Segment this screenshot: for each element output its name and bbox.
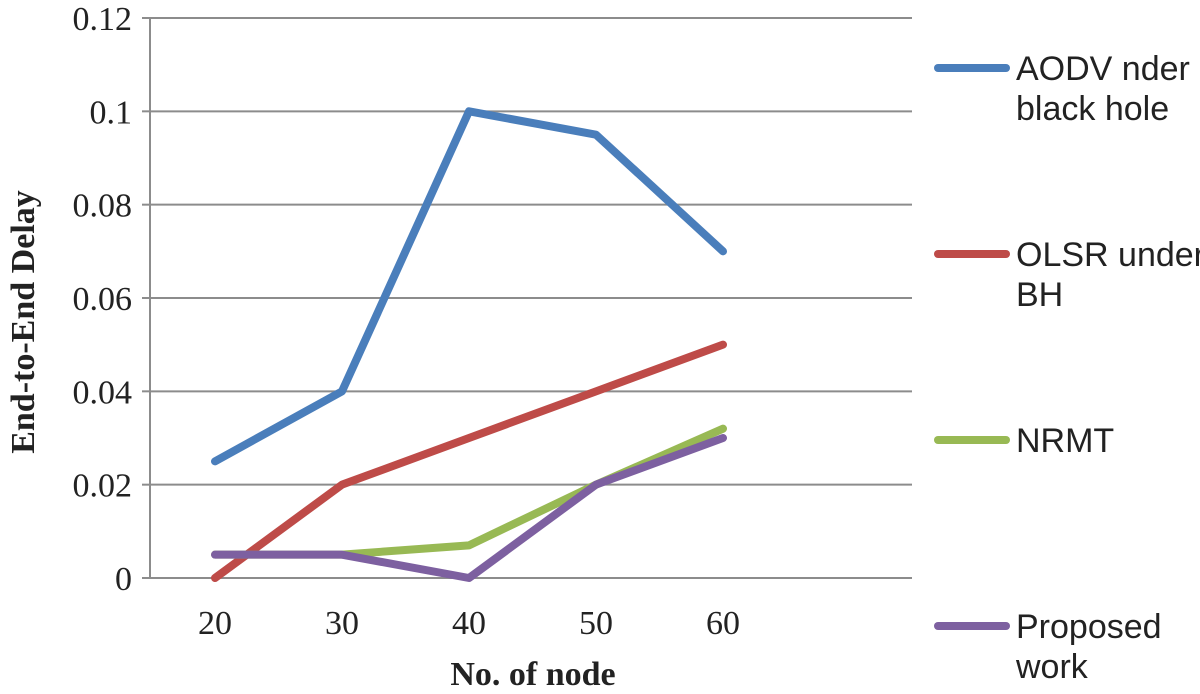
y-axis-title: End-to-End Delay: [5, 190, 42, 454]
x-tick-labels: 20 30 40 50 60: [198, 605, 740, 642]
y-tick-label-3: 0.06: [73, 281, 133, 318]
legend-label-3: Proposed work: [1015, 608, 1162, 686]
legend-label-line-0-0: AODV nder: [1016, 50, 1190, 88]
x-tick-label-2: 40: [452, 605, 486, 642]
x-tick-label-1: 30: [325, 605, 359, 642]
legend-label-2: NRMT: [1016, 422, 1114, 460]
series-line-2: [211, 424, 727, 559]
y-tick-label-5: 0.1: [90, 94, 133, 131]
y-tick-label-1: 0.02: [73, 468, 133, 505]
legend: AODV nder black hole OLSR under BH NRMT Propo…: [934, 50, 1200, 686]
legend-label-1: OLSR under BH: [1016, 236, 1200, 314]
legend-label-line-3-1: work: [1015, 648, 1089, 686]
legend-label-line-1-0: OLSR under: [1016, 236, 1200, 274]
grid-lines: [142, 17, 912, 579]
series-lines: [211, 107, 727, 582]
x-tick-label-0: 20: [198, 605, 232, 642]
y-tick-label-0: 0: [115, 561, 132, 598]
y-tick-label-6: 0.12: [73, 1, 133, 38]
y-tick-label-4: 0.08: [73, 188, 133, 225]
legend-label-line-0-1: black hole: [1016, 90, 1169, 128]
legend-label-0: AODV nder black hole: [1016, 50, 1190, 128]
x-axis-title: No. of node: [450, 656, 615, 693]
legend-label-line-2-0: NRMT: [1016, 422, 1114, 460]
y-tick-label-2: 0.04: [73, 374, 133, 411]
y-tick-labels: 0 0.02 0.04 0.06 0.08 0.1 0.12: [73, 1, 133, 598]
x-tick-label-4: 60: [706, 605, 740, 642]
legend-label-line-1-1: BH: [1016, 276, 1063, 314]
x-tick-label-3: 50: [579, 605, 613, 642]
legend-label-line-3-0: Proposed: [1016, 608, 1162, 646]
axes: [149, 18, 912, 579]
series-line-0: [211, 107, 727, 466]
